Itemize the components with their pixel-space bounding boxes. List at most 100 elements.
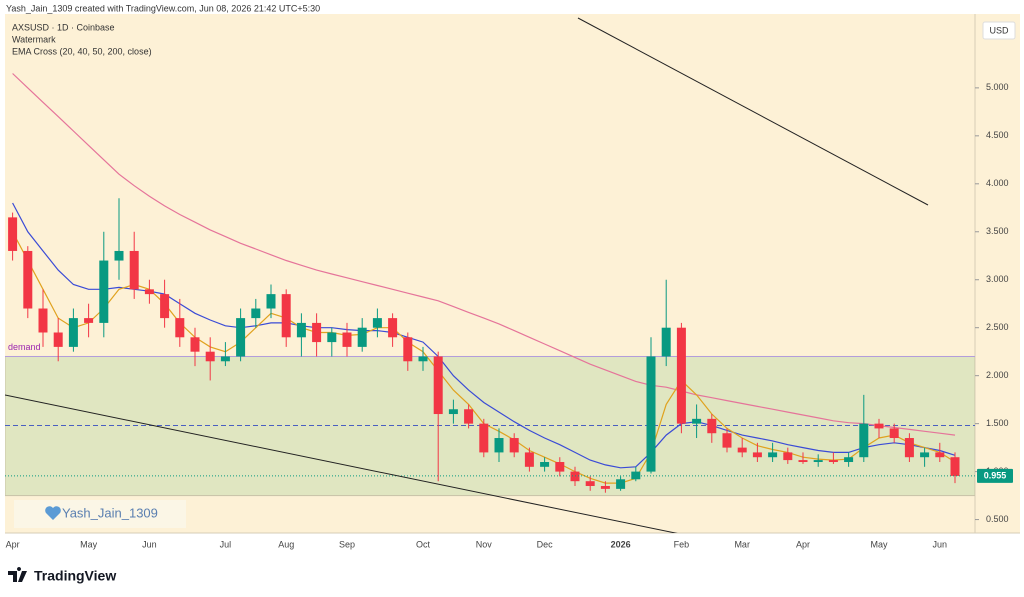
y-tick-label: 0.500 [986, 514, 1009, 524]
candle-body [342, 332, 352, 347]
watermark-box [14, 500, 186, 528]
candle-body [752, 452, 762, 458]
currency: USD [989, 25, 1009, 35]
y-tick-label: 4.000 [986, 178, 1009, 188]
x-tick-label: 2026 [611, 539, 631, 549]
candle-body [68, 318, 78, 347]
candle-body [768, 452, 778, 458]
drawings [5, 17, 929, 533]
candle-body [540, 462, 550, 467]
last-price-label: 0.955 [984, 470, 1007, 480]
candle-body [403, 337, 413, 362]
candle-body [114, 250, 124, 261]
candle-body [327, 332, 337, 343]
candle-body [236, 318, 246, 357]
y-tick-label: 4.500 [986, 130, 1009, 140]
candle-body [220, 356, 230, 362]
x-tick-label: Feb [674, 539, 690, 549]
candle-body [692, 418, 702, 424]
candle-body [920, 452, 930, 458]
candle-body [99, 260, 109, 323]
zone-label: demand [8, 342, 41, 352]
candle-body [661, 327, 671, 357]
candle-body [464, 409, 474, 424]
y-tick-label: 3.500 [986, 226, 1009, 236]
candle-body [737, 447, 747, 453]
candle-body [509, 438, 519, 453]
candle-body [844, 457, 854, 463]
y-tick-label: 3.000 [986, 274, 1009, 284]
x-tick-label: Sep [339, 539, 355, 549]
y-tick-label: 1.500 [986, 418, 1009, 428]
candle-body [722, 433, 732, 448]
x-tick-label: Dec [537, 539, 554, 549]
last-price-tag [977, 468, 1013, 483]
candle-body [23, 250, 33, 309]
x-tick-label: Mar [734, 539, 750, 549]
ema-line [12, 202, 956, 469]
trend-line [5, 394, 678, 533]
candle-body [889, 428, 899, 439]
candle-body [388, 318, 398, 338]
candle-body [205, 351, 215, 362]
candle-body [372, 318, 382, 328]
plot: demand [5, 73, 975, 497]
candle-body [555, 462, 565, 472]
candle-body [296, 322, 306, 338]
header-note: Yash_Jain_1309 created with TradingView.… [6, 3, 320, 13]
logo-icon [8, 567, 27, 582]
candle-body [160, 294, 170, 319]
candle-body [859, 423, 869, 458]
symbol-title: AXSUSD · 1D · Coinbase [12, 22, 115, 32]
x-tick-label: Apr [6, 539, 20, 549]
x-tick-label: Oct [416, 539, 431, 549]
candle-body [281, 294, 291, 338]
heart-icon [45, 506, 61, 520]
x-tick-label: Aug [278, 539, 294, 549]
candle-body [600, 485, 610, 489]
y-tick-label: 2.000 [986, 370, 1009, 380]
candle-body [494, 438, 504, 453]
watermark-label: Watermark [12, 34, 56, 44]
candle-body [448, 409, 458, 415]
candle-body [904, 438, 914, 458]
watermark-text: Yash_Jain_1309 [62, 505, 158, 520]
currency-box[interactable] [982, 21, 1016, 40]
x-tick-label: Jun [933, 539, 948, 549]
candle-body [616, 479, 626, 489]
y-tick-label: 2.500 [986, 322, 1009, 332]
candle-body [950, 457, 960, 476]
candle-body [312, 322, 322, 343]
candle-body [144, 289, 154, 295]
candle-body [935, 452, 945, 458]
x-tick-label: Apr [796, 539, 810, 549]
candle-body [433, 356, 443, 415]
candle-body [828, 460, 838, 463]
candle-body [357, 327, 367, 347]
candle-body [874, 423, 884, 429]
candle-body [783, 452, 793, 461]
candle-body [251, 308, 261, 319]
x-tick-label: May [80, 539, 98, 549]
indicator-label: EMA Cross (20, 40, 50, 200, close) [12, 46, 152, 56]
tradingview-logo: TradingView [8, 567, 116, 584]
candle-body [479, 423, 489, 453]
candle-body [190, 337, 200, 352]
x-tick-label: Jul [220, 539, 232, 549]
candle-body [418, 356, 428, 362]
candle-body [129, 250, 139, 290]
candle-body [798, 460, 808, 463]
candle-body [707, 418, 717, 434]
candle-body [266, 294, 276, 309]
x-tick-label: May [870, 539, 888, 549]
candle-body [676, 327, 686, 424]
candle-body [175, 318, 185, 338]
candle-body [813, 460, 823, 463]
candle-body [585, 481, 595, 486]
candle-body [646, 356, 656, 472]
trend-line [577, 17, 929, 206]
candle-body [8, 217, 18, 251]
candle-body [53, 332, 63, 347]
x-tick-label: Nov [476, 539, 493, 549]
